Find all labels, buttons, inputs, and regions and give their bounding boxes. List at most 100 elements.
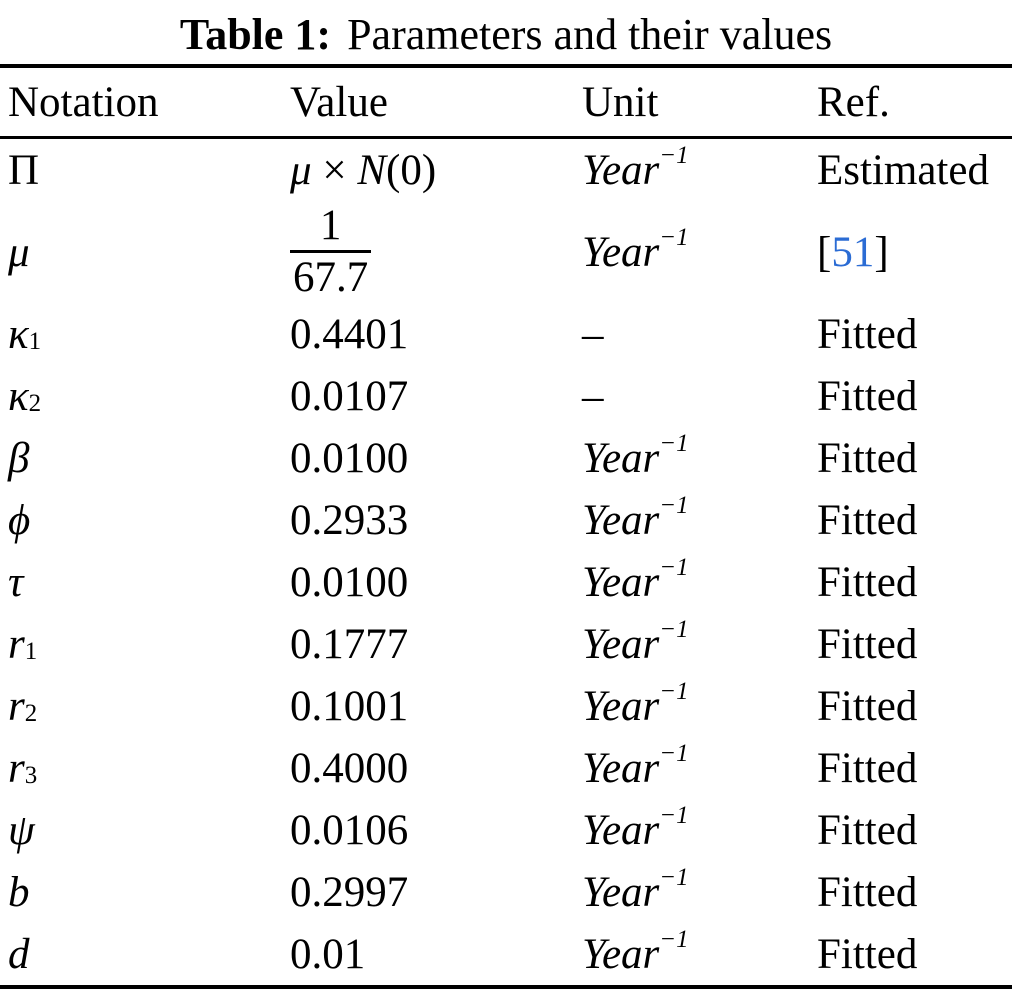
unit-cell: – bbox=[582, 375, 817, 418]
value-cell: 0.0106 bbox=[290, 806, 409, 854]
notation-subscript: 1 bbox=[28, 327, 42, 355]
notation-symbol: r bbox=[8, 620, 25, 668]
notation-cell: ψ bbox=[0, 809, 290, 852]
unit-cell: Year −1 bbox=[582, 493, 817, 542]
unit-cell: Year −1 bbox=[582, 865, 817, 916]
ref-cell: Fitted bbox=[817, 496, 918, 544]
ref-cell: Fitted bbox=[817, 744, 918, 792]
table-row: β 0.0100 Year −1 Fitted bbox=[0, 427, 1012, 489]
notation-symbol: ϕ bbox=[8, 496, 31, 544]
unit-text: Year bbox=[582, 228, 660, 276]
notation-cell: Π bbox=[0, 149, 290, 192]
value-cell: 0.0100 bbox=[290, 558, 409, 606]
unit-exponent: −1 bbox=[659, 491, 689, 519]
column-header-value: Value bbox=[290, 78, 388, 126]
notation-symbol: τ bbox=[8, 558, 24, 606]
ref-cell: Fitted bbox=[817, 620, 918, 668]
unit-exponent: −1 bbox=[659, 739, 689, 767]
value-cell: 0.0107 bbox=[290, 372, 409, 420]
unit-cell: Year −1 bbox=[582, 225, 817, 276]
notation-cell: ϕ bbox=[0, 499, 290, 542]
notation-subscript: 2 bbox=[28, 389, 42, 417]
notation-subscript: 1 bbox=[24, 637, 38, 665]
ref-cell: Fitted bbox=[817, 682, 918, 730]
unit-exponent: −1 bbox=[659, 677, 689, 705]
value-cell: 0.01 bbox=[290, 930, 366, 978]
notation-symbol: b bbox=[8, 868, 30, 916]
cite-bracket-open: [ bbox=[817, 228, 832, 276]
value-math-times: × bbox=[311, 146, 358, 194]
table-body: Π μ × N (0) Year −1 Estimated μ 1 67.7 Year… bbox=[0, 139, 1012, 985]
notation-cell: d bbox=[0, 933, 290, 976]
notation-symbol: r bbox=[8, 744, 25, 792]
notation-symbol: r bbox=[8, 682, 25, 730]
table-caption: Table 1: Parameters and their values bbox=[0, 6, 1012, 64]
table-caption-text: Parameters and their values bbox=[347, 10, 833, 59]
notation-symbol: Π bbox=[8, 146, 40, 194]
column-header-ref: Ref. bbox=[817, 78, 890, 126]
citation-link[interactable]: 51 bbox=[831, 228, 875, 276]
table-rule-top bbox=[0, 64, 1012, 68]
unit-cell: Year −1 bbox=[582, 555, 817, 606]
notation-subscript: 2 bbox=[24, 699, 38, 727]
notation-cell: τ bbox=[0, 561, 290, 604]
unit-cell: Year −1 bbox=[582, 741, 817, 792]
table-row: μ 1 67.7 Year −1 [51] bbox=[0, 201, 1012, 303]
unit-cell: Year −1 bbox=[582, 679, 817, 730]
table-rule-header bbox=[0, 136, 1012, 139]
value-cell: 0.1777 bbox=[290, 620, 409, 668]
table-rule-bottom bbox=[0, 985, 1012, 989]
fraction-numerator: 1 bbox=[319, 202, 342, 250]
value-cell: 0.4401 bbox=[290, 310, 409, 358]
table-row: d 0.01 Year −1 Fitted bbox=[0, 923, 1012, 985]
table-row: Π μ × N (0) Year −1 Estimated bbox=[0, 139, 1012, 201]
unit-cell: Year −1 bbox=[582, 927, 817, 976]
ref-cell: Fitted bbox=[817, 930, 918, 978]
value-cell: 1 67.7 bbox=[290, 202, 582, 301]
table-caption-label: Table 1: bbox=[179, 10, 332, 59]
unit-cell: Year −1 bbox=[582, 617, 817, 666]
unit-cell: – bbox=[582, 313, 817, 356]
value-math-arg: (0) bbox=[386, 146, 437, 194]
ref-cell: Fitted bbox=[817, 310, 918, 358]
ref-cell: [51] bbox=[817, 231, 1012, 274]
unit-text: Year bbox=[582, 146, 660, 194]
unit-text: Year bbox=[582, 558, 660, 606]
notation-symbol: ψ bbox=[8, 806, 35, 854]
value-cell: μ × N (0) bbox=[290, 149, 582, 192]
unit-exponent: −1 bbox=[659, 615, 689, 643]
column-header-unit: Unit bbox=[582, 78, 659, 126]
ref-cell: Fitted bbox=[817, 806, 918, 854]
notation-symbol: β bbox=[8, 434, 30, 482]
value-cell: 0.2997 bbox=[290, 868, 409, 916]
unit-exponent: −1 bbox=[659, 801, 689, 829]
value-cell: 0.2933 bbox=[290, 496, 409, 544]
table-row: ψ 0.0106 Year −1 Fitted bbox=[0, 799, 1012, 861]
unit-cell: Year −1 bbox=[582, 431, 817, 480]
fraction-denominator: 67.7 bbox=[290, 249, 372, 301]
unit-text: Year bbox=[582, 682, 660, 730]
table-row: b 0.2997 Year −1 Fitted bbox=[0, 861, 1012, 923]
unit-exponent: −1 bbox=[659, 863, 689, 891]
parameters-table: Notation Value Unit Ref. Π μ × N (0) Year… bbox=[0, 68, 1012, 985]
notation-subscript: 3 bbox=[24, 761, 38, 789]
fraction-value: 1 67.7 bbox=[290, 202, 372, 301]
notation-symbol: d bbox=[8, 930, 30, 978]
unit-text: Year bbox=[582, 744, 660, 792]
ref-cell: Fitted bbox=[817, 558, 918, 606]
unit-text: Year bbox=[582, 868, 660, 916]
unit-exponent: −1 bbox=[659, 553, 689, 581]
notation-symbol: κ bbox=[8, 310, 29, 358]
unit-exponent: −1 bbox=[659, 429, 689, 457]
notation-cell: β bbox=[0, 437, 290, 480]
